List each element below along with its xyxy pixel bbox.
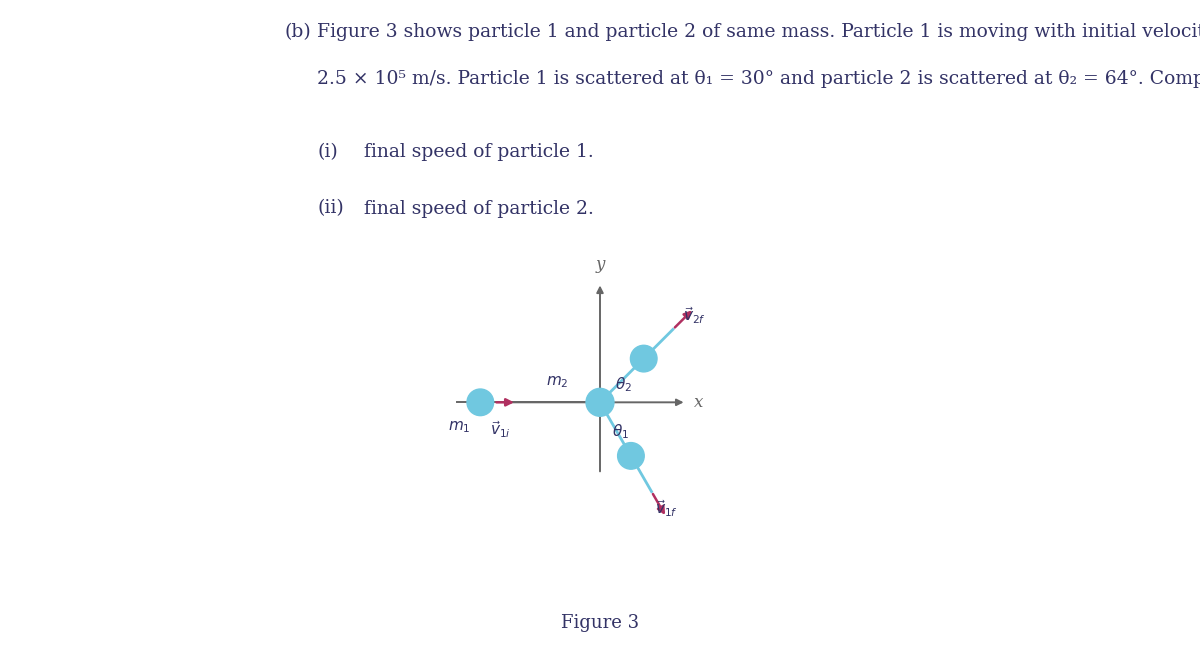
Text: 2.5 × 10⁵ m/s. Particle 1 is scattered at θ₁ = 30° and particle 2 is scattered a: 2.5 × 10⁵ m/s. Particle 1 is scattered a… xyxy=(317,70,1200,88)
Circle shape xyxy=(630,345,658,372)
Text: $\vec{v}_{1i}$: $\vec{v}_{1i}$ xyxy=(491,419,511,440)
Text: $m_2$: $m_2$ xyxy=(546,374,568,390)
Text: (i): (i) xyxy=(317,143,338,161)
Text: x: x xyxy=(695,394,704,411)
Text: (b): (b) xyxy=(284,23,311,41)
Text: $\vec{v}_{2f}$: $\vec{v}_{2f}$ xyxy=(683,305,706,326)
Text: $\theta_2$: $\theta_2$ xyxy=(614,376,631,394)
Text: $\vec{v}_{1f}$: $\vec{v}_{1f}$ xyxy=(655,498,678,519)
Text: (ii): (ii) xyxy=(317,200,344,217)
Text: Figure 3: Figure 3 xyxy=(560,614,640,632)
Text: $\theta_1$: $\theta_1$ xyxy=(612,422,629,441)
Text: Figure 3 shows particle 1 and particle 2 of same mass. Particle 1 is moving with: Figure 3 shows particle 1 and particle 2… xyxy=(317,23,1200,41)
Text: y: y xyxy=(595,255,605,273)
Circle shape xyxy=(586,388,614,416)
Circle shape xyxy=(467,389,493,416)
Circle shape xyxy=(618,443,644,469)
Text: $m_1$: $m_1$ xyxy=(449,419,470,435)
Text: final speed of particle 1.: final speed of particle 1. xyxy=(364,143,594,161)
Text: final speed of particle 2.: final speed of particle 2. xyxy=(364,200,594,217)
